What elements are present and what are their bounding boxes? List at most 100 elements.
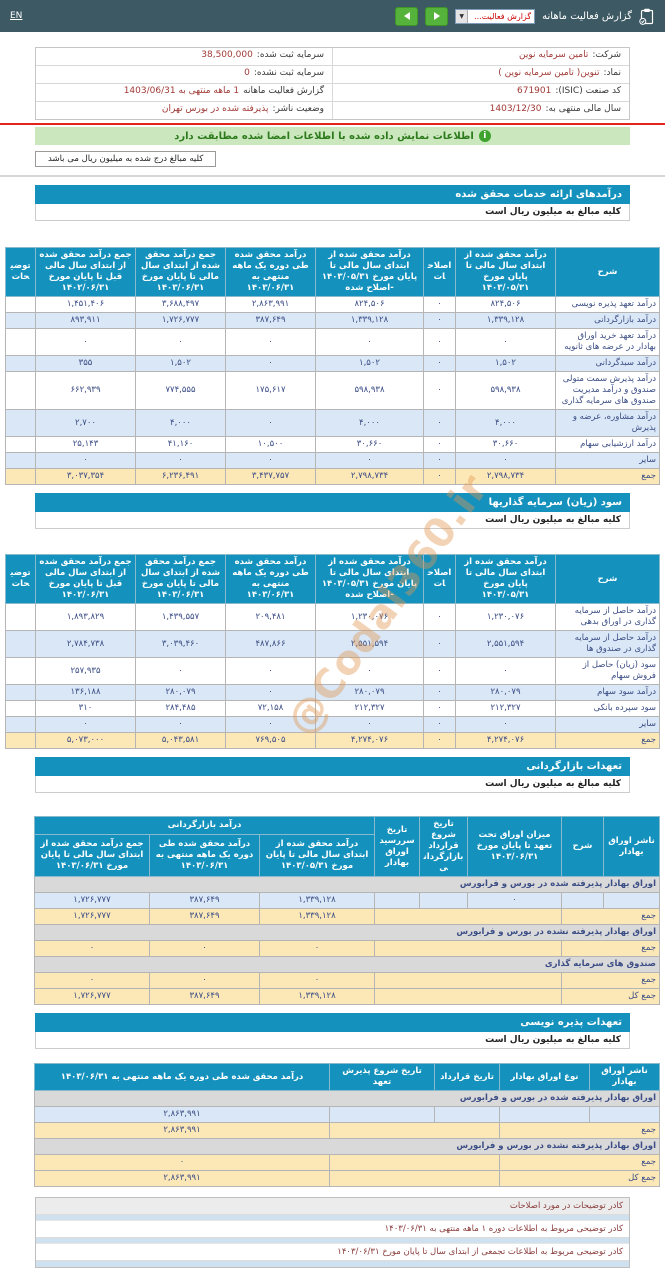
total-value-cell: ۶,۲۳۶,۴۹۱: [135, 468, 226, 485]
value-cell: ۳۸۷,۶۴۹: [225, 312, 316, 329]
value-cell: ۰: [225, 355, 316, 372]
report-type-value: گزارش فعالیت...: [474, 11, 532, 21]
value-cell: ۲۰۹,۴۸۱: [225, 603, 316, 631]
english-language-link[interactable]: EN: [10, 11, 23, 21]
row-label: سود (زیان) حاصل از فروش سهام: [555, 657, 660, 685]
value-cell: ۱,۵۰۲: [135, 355, 226, 372]
total-value-cell: ۴,۲۷۴,۰۷۶: [315, 732, 424, 749]
value-cell: ۴۱,۱۶۰: [135, 436, 226, 453]
dropdown-arrow-icon: ▼: [456, 9, 469, 23]
table-subheader-row: درآمد محقق شده از ابتدای سال مالی تا پای…: [33, 833, 659, 878]
total-value-cell: ۰: [34, 1154, 330, 1171]
value-cell: ۲,۸۶۳,۹۹۱: [225, 296, 316, 313]
info-value: 671901: [517, 86, 552, 96]
empty-cell: [329, 1154, 500, 1171]
table-row: درآمد حاصل از سرمایه گذاری در صندوق ها ۲,…: [5, 630, 660, 658]
row-label: درآمد ارزشیابی سهام: [555, 436, 660, 453]
total-row: جمع ۲,۸۶۳,۹۹۱: [34, 1122, 660, 1139]
table-header-cell: درآمد محقق شده طی دوره یک ماهه منتهی به …: [225, 247, 316, 297]
info-row: شرکت: تامین سرمایه نوین سرمایه ثبت شده: 38,…: [36, 48, 629, 66]
total-value-cell: ۵,۰۷۳,۰۰۰: [35, 732, 136, 749]
value-cell: ۱,۷۲۶,۷۷۷: [135, 312, 226, 329]
table-header-row: ناشر اوراق بهادار نوع اوراق بهادار تاریخ ق…: [34, 1063, 660, 1091]
prev-report-button[interactable]: [395, 6, 419, 26]
table-header-cell: نوع اوراق بهادار: [499, 1063, 590, 1091]
section-unit-investments: کلیه مبالغ به میلیون ریال است: [35, 512, 630, 529]
notes-cell: [5, 452, 36, 469]
group-band-label: صندوق های سرمایه گذاری: [33, 956, 661, 973]
total-row: جمع ۲,۷۹۸,۷۳۴ ۰ ۲,۷۹۸,۷۳۴ ۳,۴۳۷,۷۵۷ ۶,۲۳۶,۴۹۱…: [5, 468, 660, 485]
info-row: نماد: تنوین( تامین سرمایه نوین ) سرمایه ثب…: [36, 66, 629, 84]
table-header-group-cell: درآمد بازارگردانی: [33, 816, 376, 835]
notes-cell: [5, 700, 36, 717]
table-header-cell: اصلاحات: [423, 554, 456, 604]
total-row: جمع ۱,۳۳۹,۱۲۸ ۳۸۷,۶۴۹ ۱,۷۲۶,۷۷۷: [33, 908, 660, 925]
value-cell: ۰: [423, 409, 456, 437]
group-band-label: اوراق بهادار پذیرفته نشده در بورس و فراب…: [33, 924, 661, 941]
note-input-strip: [36, 1261, 629, 1267]
value-cell: ۳۰,۶۶۰: [455, 436, 556, 453]
empty-cell: [329, 1170, 500, 1187]
value-cell: ۲۱۲,۳۲۷: [315, 700, 424, 717]
total-label: جمع: [561, 972, 660, 989]
value-cell: ۳,۶۸۸,۴۹۷: [135, 296, 226, 313]
total-value-cell: ۱,۷۲۶,۷۷۷: [33, 908, 151, 925]
value-cell: ۳۸۷,۶۴۹: [149, 892, 260, 909]
value-cell: ۰: [423, 684, 456, 701]
value-cell: ۰: [135, 657, 226, 685]
value-cell: ۰: [225, 328, 316, 356]
table-header-row: شرح درآمد محقق شده از ابتدای سال مالی تا …: [5, 554, 660, 604]
table-row: درآمد مشاوره، عرضه و پذیرش ۴,۰۰۰ ۰ ۴,۰۰۰ ۰ ۴,…: [5, 409, 660, 437]
report-type-select[interactable]: گزارش فعالیت... ▼: [455, 8, 536, 24]
value-cell: ۰: [225, 657, 316, 685]
value-cell: ۰: [423, 716, 456, 733]
table-row: ۰ ۱,۳۳۹,۱۲۸ ۳۸۷,۶۴۹ ۱,۷۲۶,۷۷۷: [33, 892, 660, 909]
next-report-button[interactable]: [425, 6, 449, 26]
section-unit-market-making: کلیه مبالغ به میلیون ریال است: [35, 776, 630, 793]
info-cell: وضعیت ناشر: پذیرفته شده در بورس تهران: [36, 102, 332, 119]
total-value-cell: ۵,۰۴۳,۵۸۱: [135, 732, 226, 749]
value-cell: ۵۹۸,۹۳۸: [455, 371, 556, 410]
value-cell: ۱,۳۳۹,۱۲۸: [259, 892, 375, 909]
total-value-cell: ۰: [33, 972, 151, 989]
value-cell: [374, 892, 420, 909]
table-header-cell: تاریخ سررسید اوراق بهادار: [374, 816, 420, 877]
empty-cell: [329, 1122, 500, 1139]
market-making-table: ناشر اوراق بهادار شرح میزان اوراق تحت تعهد…: [33, 816, 661, 1005]
notes-cell: [5, 312, 36, 329]
value-cell: ۰: [225, 409, 316, 437]
value-cell: ۱,۲۳۰,۰۷۶: [315, 603, 424, 631]
info-cell: کد صنعت (ISIC): 671901: [332, 84, 629, 101]
table-row: سایر ۰ ۰ ۰ ۰ ۰ ۰: [5, 716, 660, 733]
top-bar: گزارش فعالیت ماهانه گزارش فعالیت... ▼ EN: [0, 0, 665, 32]
info-value: 0: [244, 68, 250, 78]
chevron-left-icon: [403, 12, 410, 20]
value-cell: ۲۵,۱۴۳: [35, 436, 136, 453]
value-cell: ۰: [315, 452, 424, 469]
table-header-cell: تاریخ شروع پذیرش تعهد: [329, 1063, 435, 1091]
group-band-label: اوراق بهادار پذیرفته نشده در بورس و فراب…: [34, 1138, 660, 1155]
value-cell: ۱,۳۳۹,۱۲۸: [455, 312, 556, 329]
notes-cell: [5, 657, 36, 685]
info-label: شرکت:: [592, 50, 621, 60]
table-row: سود سپرده بانکی ۲۱۲,۳۲۷ ۰ ۲۱۲,۳۲۷ ۷۲,۱۵۸ ۲۸۴,…: [5, 700, 660, 717]
value-cell: ۰: [423, 700, 456, 717]
total-row: جمع ۰: [34, 1154, 660, 1171]
value-cell: ۰: [455, 328, 556, 356]
table-header-cell: درآمد محقق شده طی دوره یک ماهه منتهی به …: [149, 833, 260, 878]
value-cell: ۰: [467, 892, 562, 909]
info-row: سال مالی منتهی به: 1403/12/30 وضعیت ناشر: پ…: [36, 102, 629, 119]
row-label: درآمد تعهد خرید اوراق بهادار در عرضه های…: [555, 328, 660, 356]
value-cell: ۱,۸۹۳,۸۲۹: [35, 603, 136, 631]
signature-match-alert: i اطلاعات نمایش داده شده با اطلاعات امضا…: [35, 127, 630, 145]
value-cell: ۶۶۲,۹۳۹: [35, 371, 136, 410]
value-cell: ۰: [455, 657, 556, 685]
table-header-cell: توضیحات: [5, 554, 36, 604]
value-cell: ۰: [225, 684, 316, 701]
data-table: شرح درآمد محقق شده از ابتدای سال مالی تا …: [5, 247, 660, 485]
info-label: وضعیت ناشر:: [272, 104, 324, 114]
table-row: درآمد سود سهام ۲۸۰,۰۷۹ ۰ ۲۸۰,۰۷۹ ۰ ۲۸۰,۰۷۹ ۱۳۶…: [5, 684, 660, 701]
value-cell: ۰: [423, 657, 456, 685]
total-value-cell: ۴,۲۷۴,۰۷۶: [455, 732, 556, 749]
